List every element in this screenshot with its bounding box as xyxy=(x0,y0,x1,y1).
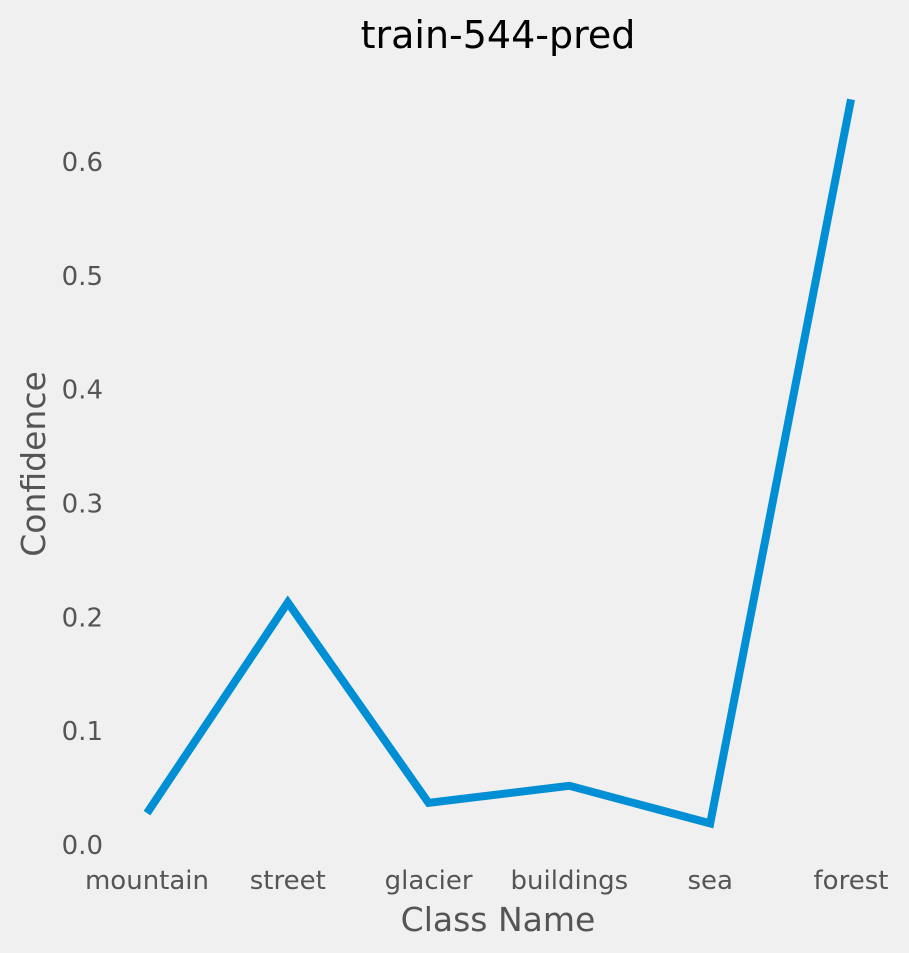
series-line xyxy=(143,98,855,829)
x-axis-label: Class Name xyxy=(401,900,596,939)
x-tick-label: sea xyxy=(687,866,732,896)
y-tick-label: 0.5 xyxy=(62,262,103,292)
x-tick-label: street xyxy=(250,866,326,896)
series-layer xyxy=(143,98,855,829)
x-tick-label: buildings xyxy=(511,866,629,896)
y-tick-label: 0.1 xyxy=(62,717,103,747)
x-tick-label: glacier xyxy=(385,866,473,896)
y-axis-ticks: 0.0 0.1 0.2 0.3 0.4 0.5 0.6 xyxy=(62,148,103,861)
y-tick-label: 0.2 xyxy=(62,603,103,633)
y-tick-label: 0.0 xyxy=(62,831,103,861)
y-tick-label: 0.3 xyxy=(62,490,103,520)
x-tick-label: forest xyxy=(814,866,889,896)
y-tick-label: 0.6 xyxy=(62,148,103,178)
x-axis-ticks: mountain street glacier buildings sea forest xyxy=(85,866,888,896)
y-axis-label: Confidence xyxy=(14,371,53,557)
y-tick-label: 0.4 xyxy=(62,376,103,406)
x-tick-label: mountain xyxy=(85,866,209,896)
chart-title: train-544-pred xyxy=(361,13,636,57)
